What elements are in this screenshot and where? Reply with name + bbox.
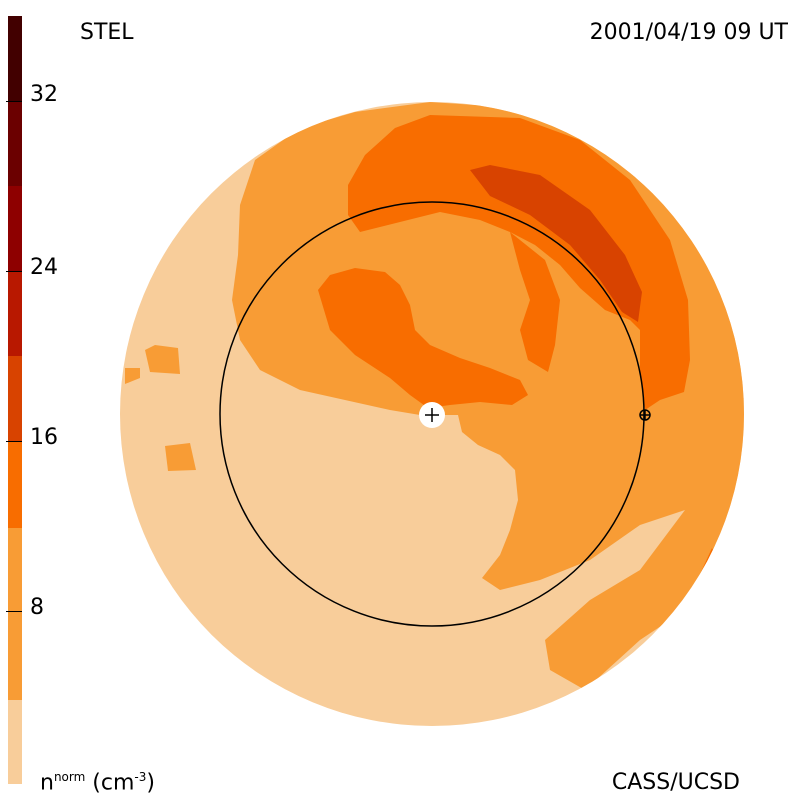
colorbar-segment-7	[8, 101, 22, 186]
colorbar-tick-32	[6, 101, 22, 102]
colorbar-tick-label-16: 16	[30, 425, 58, 450]
density-region-level2-upper	[348, 115, 690, 410]
colorbar-tick-8	[6, 611, 22, 612]
colorbar-segment-5	[8, 271, 22, 356]
colorbar-segment-3	[8, 442, 22, 528]
title-left: STEL	[80, 20, 134, 45]
colorbar-tick-label-24: 24	[30, 255, 58, 280]
density-region-level2-strip	[510, 232, 560, 372]
orbit-circle	[219, 201, 645, 627]
density-patch-left-1	[145, 345, 180, 374]
units-label: nnorm (cm-3)	[40, 769, 155, 795]
colorbar-tick-24	[6, 271, 22, 272]
credit-label: CASS/UCSD	[611, 770, 740, 795]
density-region-level3	[470, 165, 642, 322]
colorbar-tick-label-32: 32	[30, 82, 58, 107]
colorbar-segment-8	[8, 16, 22, 101]
earth-marker-icon	[639, 409, 651, 421]
density-patch-left-3	[165, 443, 196, 471]
density-patch-left-2	[125, 368, 140, 384]
sun-marker-icon	[419, 402, 445, 428]
colorbar-tick-label-8: 8	[30, 595, 44, 620]
date-time-label: 2001/04/19 09 UT	[589, 20, 788, 45]
colorbar-segment-1	[8, 700, 22, 784]
density-region-level2-inner	[318, 268, 528, 408]
colorbar-segment-6	[8, 186, 22, 271]
colorbar-segment-4	[8, 356, 22, 442]
colorbar-tick-16	[6, 441, 22, 442]
colorbar-segment-2	[8, 528, 22, 700]
colorbar	[8, 16, 22, 784]
